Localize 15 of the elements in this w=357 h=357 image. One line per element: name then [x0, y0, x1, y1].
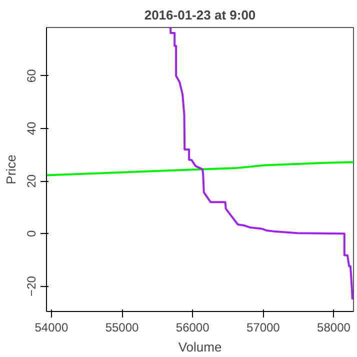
- x-tick-label: 55000: [105, 320, 140, 334]
- y-tick-label: 0: [24, 230, 38, 237]
- x-tick-label: 54000: [34, 320, 68, 334]
- y-tick-label: −20: [24, 276, 38, 296]
- x-tick-label: 56000: [176, 320, 210, 334]
- x-tick-label: 58000: [317, 320, 351, 334]
- x-tick-label: 57000: [246, 320, 280, 334]
- line-series: [46, 161, 354, 176]
- y-tick-label: 60: [24, 68, 38, 83]
- line-series: [168, 28, 354, 300]
- chart-title: 2016-01-23 at 9:00: [144, 8, 256, 22]
- y-axis-title: Price: [4, 154, 18, 184]
- x-axis-title: Volume: [178, 340, 222, 354]
- y-tick-label: 40: [24, 121, 38, 136]
- y-tick-label: 20: [24, 174, 38, 188]
